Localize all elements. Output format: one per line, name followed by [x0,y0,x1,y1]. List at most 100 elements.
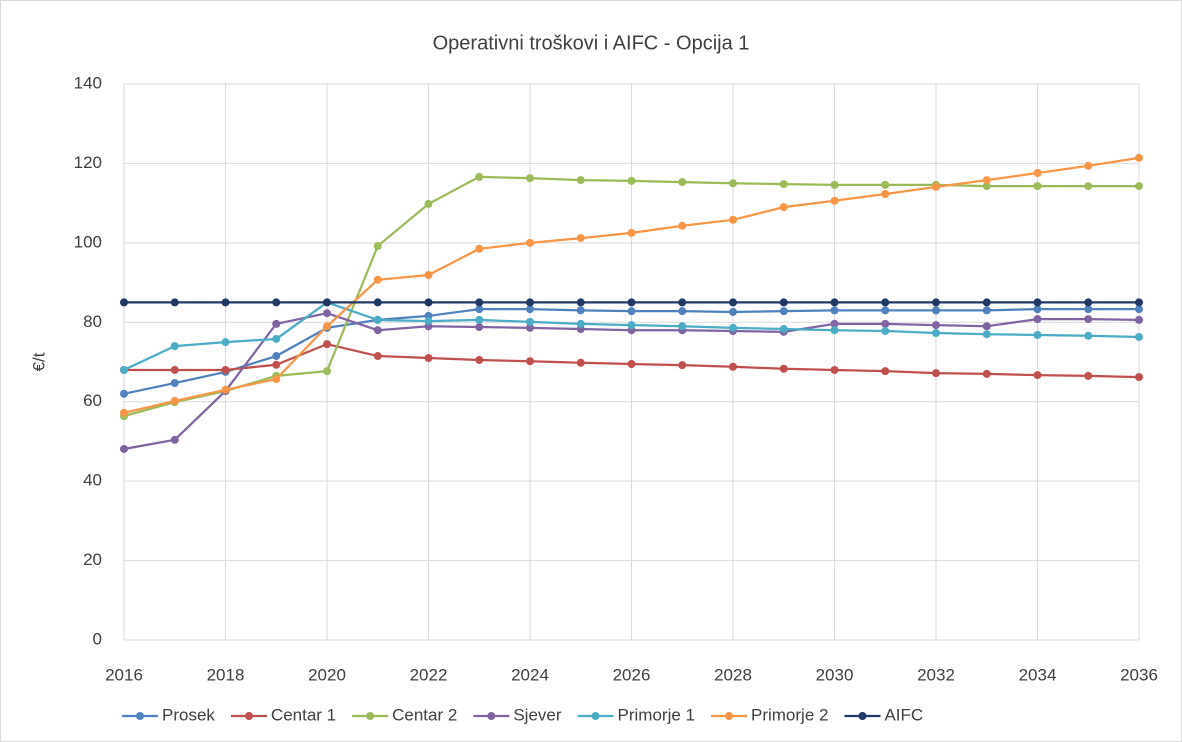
data-point [678,221,687,230]
data-point [729,362,737,371]
legend-label: Primorje 2 [751,705,828,724]
data-point [373,242,382,251]
data-point [881,367,890,376]
data-point [982,322,991,331]
data-point [982,182,991,191]
data-point [424,271,433,280]
data-point [1084,315,1093,324]
data-point [678,298,687,307]
data-point [170,379,179,388]
data-point [881,180,890,189]
data-point [1084,182,1093,191]
x-tick-label: 2032 [917,665,955,684]
legend-item: Primorje 2 [710,705,828,724]
data-point [272,375,281,384]
legend-item: Prosek [122,705,215,724]
data-point [120,298,128,307]
legend-item: Sjever [473,705,562,724]
data-point [627,176,636,185]
data-point [475,298,484,307]
legend-label: AIFC [884,705,923,724]
data-point [779,298,788,307]
data-point [576,358,585,367]
legend-label: Prosek [162,705,215,724]
data-point [627,359,636,368]
y-tick-label: 120 [74,153,102,172]
data-point [1033,371,1042,380]
data-point [576,298,585,307]
data-point [830,326,839,335]
data-point [932,182,940,191]
legend-marker [858,712,867,720]
x-tick-label: 2036 [1120,665,1158,684]
data-point [475,244,484,253]
data-point [678,178,687,187]
data-point [424,354,433,363]
data-point [120,365,128,374]
legend-label: Centar 2 [392,705,457,724]
data-point [221,338,230,347]
data-point [323,367,331,376]
data-point [779,307,788,316]
data-point [272,360,281,369]
data-point [1084,298,1093,307]
data-point [424,298,433,307]
y-tick-label: 80 [83,312,102,331]
data-point [475,356,484,365]
data-point [526,305,534,314]
data-point [678,361,687,370]
data-point [1033,305,1042,314]
legend-item: Centar 2 [352,705,457,724]
legend-marker [244,712,253,720]
data-point [1033,315,1042,324]
data-point [1033,168,1042,177]
data-point [170,342,179,351]
data-point [1135,305,1143,314]
legend-label: Centar 1 [271,705,336,724]
data-point [424,317,433,326]
legend-item: Primorje 1 [577,705,695,724]
data-point [1084,161,1093,170]
y-tick-label: 40 [83,471,102,490]
data-point [627,321,636,330]
legend-marker [136,712,144,720]
data-point [323,309,331,318]
data-point [272,319,281,328]
data-point [627,228,636,237]
data-point [678,307,687,316]
data-point [779,203,788,212]
data-point [729,307,737,316]
data-point [1084,305,1093,314]
x-tick-label: 2030 [816,665,854,684]
data-point [373,315,382,324]
data-point [881,298,890,307]
data-point [982,369,991,378]
data-point [526,174,534,183]
data-point [475,172,484,181]
x-tick-label: 2034 [1019,665,1057,684]
data-point [221,385,230,394]
data-point [526,298,534,307]
data-point [170,396,179,405]
data-point [678,322,687,331]
data-point [170,298,179,307]
y-tick-label: 140 [74,73,102,92]
data-point [475,315,484,324]
data-point [982,306,991,315]
data-point [1033,182,1042,191]
data-point [779,325,788,334]
data-point [323,340,331,349]
data-point [170,435,179,444]
data-point [881,190,890,199]
data-point [323,322,331,331]
data-point [1033,298,1042,307]
x-tick-label: 2022 [410,665,448,684]
data-point [982,176,991,185]
data-point [475,305,484,314]
data-point [932,306,940,315]
data-point [830,180,839,189]
x-tick-label: 2024 [511,665,549,684]
data-point [729,298,737,307]
data-point [1084,331,1093,340]
data-point [982,330,991,339]
